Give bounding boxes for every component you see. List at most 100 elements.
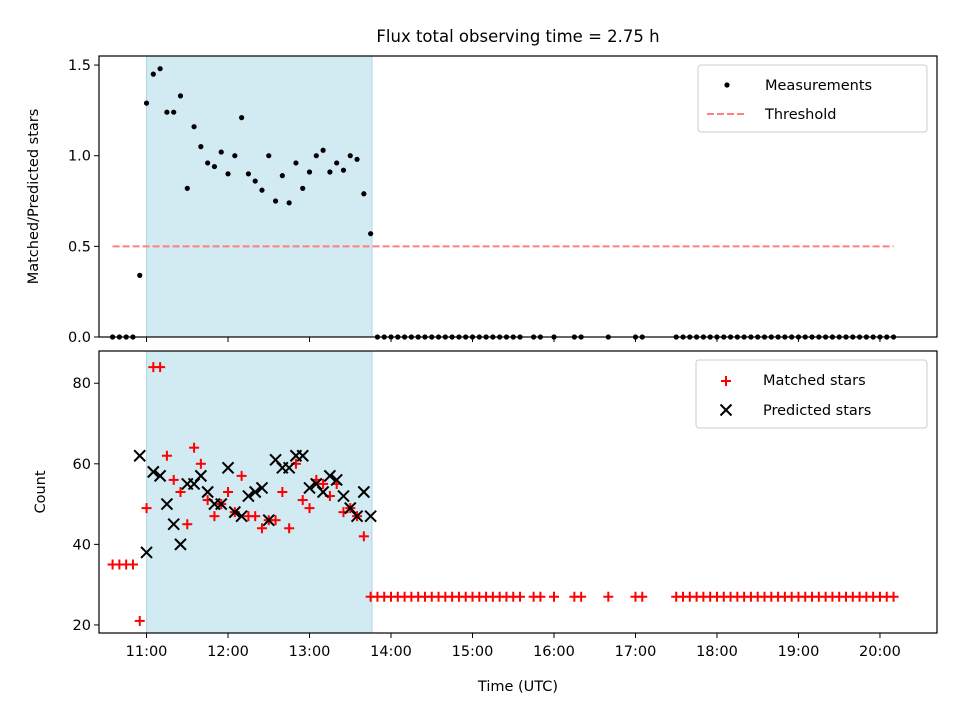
cross-stroke <box>330 473 343 487</box>
cross-stroke <box>133 449 146 462</box>
top-legend: Measurements Threshold <box>697 64 928 133</box>
predicted-star-point <box>323 469 337 483</box>
matched-star-point <box>318 478 329 489</box>
bottom-y-tick-label: 20 <box>73 618 91 634</box>
matched-star-point <box>576 591 587 602</box>
cross-stroke <box>201 485 214 499</box>
x-tick-label: 12:00 <box>207 644 249 660</box>
cross-stroke <box>194 469 208 483</box>
bottom-y-tick-label: 40 <box>73 537 91 553</box>
measurement-point <box>252 178 258 184</box>
cross-stroke <box>337 489 350 503</box>
predicted-star-point <box>282 461 296 475</box>
cross-stroke <box>364 509 377 523</box>
legend-matched-marker <box>721 376 731 386</box>
measurement-point <box>143 100 150 106</box>
predicted-star-point <box>262 513 275 527</box>
measurement-point <box>137 272 143 278</box>
predicted-star-point <box>337 489 350 503</box>
top-y-tick-label: 1.5 <box>68 58 91 74</box>
measurement-point <box>306 169 313 175</box>
legend-label: Predicted stars <box>763 403 871 419</box>
cross-stroke <box>255 481 269 495</box>
predicted-star-point <box>316 485 330 499</box>
matched-star-point <box>256 523 267 534</box>
cross-stroke <box>215 497 228 511</box>
matched-star-point <box>182 519 193 530</box>
bottom-y-axis-label: Count <box>33 470 49 513</box>
predicted-star-point <box>160 497 174 511</box>
predicted-star-point <box>140 546 153 559</box>
measurement-point <box>361 191 367 197</box>
cross-stroke <box>174 538 187 551</box>
predicted-star-point <box>296 449 309 462</box>
measurement-point <box>293 160 299 166</box>
measurement-point <box>272 198 279 204</box>
predicted-star-point <box>221 461 235 475</box>
predicted-star-point <box>174 538 187 551</box>
cross-stroke <box>350 509 364 523</box>
measurement-point <box>177 93 184 99</box>
x-tick-label: 16:00 <box>533 644 575 660</box>
matched-star-point <box>155 362 166 373</box>
top-y-tick-label: 0.5 <box>68 239 91 255</box>
measurement-point <box>266 153 272 159</box>
predicted-star-point <box>235 509 248 523</box>
matched-star-point <box>304 503 315 514</box>
matched-star-point <box>548 591 559 602</box>
matched-star-point <box>127 559 138 570</box>
cross-stroke <box>282 461 296 475</box>
bottom-y-tick-label: 80 <box>73 376 91 392</box>
matched-star-point <box>250 511 261 522</box>
top-observing-window <box>146 55 373 338</box>
legend-measurement-marker <box>724 82 730 88</box>
bottom-legend: Matched stars Predicted stars <box>695 359 928 429</box>
measurement-point <box>327 169 333 175</box>
x-tick-label: 20:00 <box>859 644 901 660</box>
predicted-star-point <box>364 509 377 523</box>
x-tick-label: 11:00 <box>126 644 168 660</box>
matched-star-point <box>134 615 145 626</box>
cross-stroke <box>221 461 235 475</box>
predicted-star-point <box>255 481 269 495</box>
cross-stroke <box>242 489 255 503</box>
predicted-star-point <box>133 449 146 462</box>
predicted-star-point <box>303 481 316 495</box>
measurement-point <box>150 71 156 77</box>
matched-star-point <box>168 474 179 485</box>
matched-star-point <box>195 458 206 469</box>
predicted-star-point <box>215 497 228 511</box>
matched-star-point <box>637 591 648 602</box>
matched-star-point <box>236 470 247 481</box>
measurement-point <box>191 124 197 130</box>
bottom-legend-frame <box>695 359 928 429</box>
cross-stroke <box>719 403 733 417</box>
measurement-point <box>171 109 177 115</box>
measurement-point <box>184 185 190 191</box>
legend-label: Measurements <box>765 78 872 94</box>
matched-star-point <box>189 442 200 453</box>
cross-stroke <box>296 449 309 462</box>
measurement-point <box>354 156 360 162</box>
measurement-point <box>205 160 211 166</box>
predicted-star-point <box>201 485 214 499</box>
matched-star-point <box>535 591 546 602</box>
bottom-axes-frame <box>98 350 938 634</box>
matched-star-point <box>223 487 234 497</box>
matched-star-point <box>603 591 614 602</box>
measurement-point <box>279 173 285 179</box>
matched-star-point <box>515 591 526 602</box>
measurement-point <box>239 115 245 121</box>
cross-stroke <box>262 513 275 527</box>
matched-star-point <box>141 503 152 514</box>
cross-stroke <box>303 481 316 495</box>
cross-stroke <box>228 505 242 519</box>
predicted-star-point <box>357 485 371 499</box>
matched-star-point <box>888 591 899 602</box>
x-tick-label: 18:00 <box>696 644 738 660</box>
x-tick-label: 17:00 <box>615 644 657 660</box>
predicted-star-point <box>147 465 160 479</box>
measurement-point <box>157 66 163 72</box>
top-legend-frame <box>697 64 928 133</box>
